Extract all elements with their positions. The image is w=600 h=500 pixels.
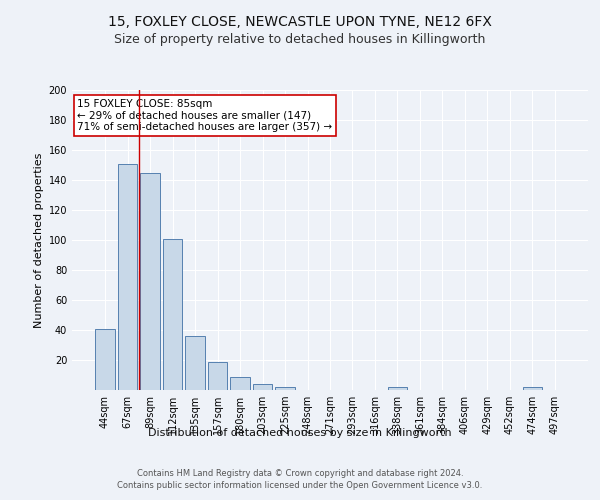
Bar	[253, 384, 272, 390]
Text: Distribution of detached houses by size in Killingworth: Distribution of detached houses by size …	[148, 428, 452, 438]
Bar	[118, 164, 137, 390]
Bar	[275, 387, 295, 390]
Text: Contains HM Land Registry data © Crown copyright and database right 2024.
Contai: Contains HM Land Registry data © Crown c…	[118, 468, 482, 490]
Text: 15, FOXLEY CLOSE, NEWCASTLE UPON TYNE, NE12 6FX: 15, FOXLEY CLOSE, NEWCASTLE UPON TYNE, N…	[108, 15, 492, 29]
Bar	[185, 336, 205, 390]
Bar	[230, 376, 250, 390]
Bar	[523, 387, 542, 390]
Y-axis label: Number of detached properties: Number of detached properties	[34, 152, 44, 328]
Bar	[208, 362, 227, 390]
Bar	[163, 238, 182, 390]
Bar	[388, 387, 407, 390]
Text: 15 FOXLEY CLOSE: 85sqm
← 29% of detached houses are smaller (147)
71% of semi-de: 15 FOXLEY CLOSE: 85sqm ← 29% of detached…	[77, 99, 332, 132]
Bar	[95, 328, 115, 390]
Text: Size of property relative to detached houses in Killingworth: Size of property relative to detached ho…	[115, 32, 485, 46]
Bar	[140, 172, 160, 390]
